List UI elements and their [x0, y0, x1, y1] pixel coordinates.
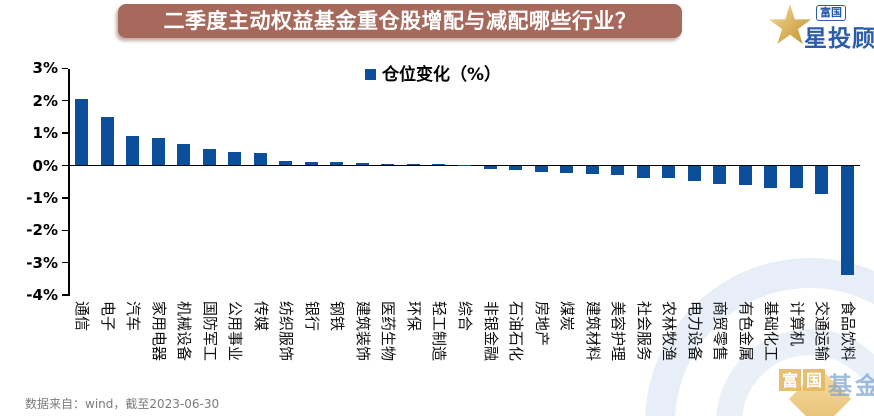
y-axis-tick-icon	[62, 67, 68, 69]
x-axis-label: 轻工制造	[430, 301, 449, 362]
bar	[534, 166, 548, 172]
watermark-gold-char: 富	[779, 369, 801, 391]
x-axis-label: 商贸零售	[711, 301, 730, 362]
x-axis-label: 银行	[302, 301, 321, 332]
bar	[611, 166, 625, 176]
bar	[304, 161, 318, 166]
bar	[151, 137, 165, 166]
bar	[75, 99, 89, 166]
bar	[279, 160, 293, 166]
bar	[330, 161, 344, 166]
x-axis-label: 公用事业	[226, 301, 245, 362]
x-axis-label: 家用电器	[149, 301, 168, 362]
y-axis-tick-icon	[62, 100, 68, 102]
data-source-note: 数据来自：wind，截至2023-06-30	[25, 397, 220, 411]
bar	[662, 166, 676, 178]
y-axis-label: -1%	[26, 188, 58, 207]
y-axis-tick-icon	[62, 164, 68, 167]
legend-label: 仓位变化（%）	[382, 65, 502, 85]
bar	[687, 166, 701, 182]
bar	[355, 162, 369, 166]
y-axis-tick-icon	[62, 294, 68, 296]
y-axis-label: 1%	[32, 124, 58, 143]
brand-badge: 富国	[816, 5, 846, 21]
bar	[483, 166, 497, 170]
x-axis-label: 基础化工	[762, 301, 781, 362]
x-axis-label: 纺织服饰	[277, 301, 296, 362]
bar	[840, 166, 854, 275]
x-axis-label: 综合	[456, 301, 474, 332]
x-axis-label: 建筑材料	[583, 301, 602, 362]
y-axis-tick-icon	[62, 132, 68, 134]
bar	[432, 164, 446, 166]
bar	[202, 149, 216, 166]
x-axis-label: 食品饮料	[838, 301, 857, 362]
x-axis-label: 建筑装饰	[353, 301, 372, 362]
bar	[253, 152, 267, 166]
x-axis-label: 机械设备	[175, 301, 194, 362]
brand-logo: 富国 星投顾	[764, 0, 874, 52]
bar	[585, 166, 599, 175]
bar	[560, 166, 574, 173]
bar	[100, 116, 114, 166]
x-axis-label: 房地产	[532, 301, 551, 347]
bar	[738, 166, 752, 185]
x-axis-label: 汽车	[124, 301, 143, 332]
bar	[228, 151, 242, 166]
x-axis-label: 交通运输	[813, 301, 832, 362]
x-axis-label: 煤炭	[558, 301, 577, 332]
watermark-text: 基金	[828, 372, 874, 400]
legend-marker-icon	[365, 69, 376, 80]
y-axis-label: 3%	[32, 59, 58, 78]
x-axis-label: 钢铁	[328, 301, 347, 332]
bar	[458, 164, 471, 166]
y-axis-label: 2%	[32, 91, 58, 110]
x-axis-label: 环保	[404, 301, 423, 332]
x-axis-label: 传媒	[251, 301, 270, 332]
page-title: 二季度主动权益基金重仓股增配与减配哪些行业？	[118, 4, 682, 38]
y-axis-label: -3%	[26, 253, 58, 272]
y-axis-tick-icon	[62, 229, 68, 231]
y-axis-tick-icon	[62, 262, 68, 264]
bar	[636, 166, 650, 178]
x-axis-label: 计算机	[787, 301, 806, 347]
x-axis-label: 非银金融	[481, 301, 500, 362]
y-axis-label: -4%	[26, 286, 58, 305]
bar	[406, 163, 420, 166]
x-axis-label: 有色金属	[736, 301, 755, 362]
y-axis-line	[68, 68, 70, 296]
x-axis-label: 美容护理	[609, 301, 628, 362]
zero-axis-line	[68, 164, 860, 167]
x-axis-label: 国防军工	[200, 301, 219, 362]
x-axis-label: 医药生物	[379, 301, 398, 362]
bar	[177, 144, 191, 166]
x-axis-label: 农林牧渔	[660, 301, 679, 362]
x-axis-label: 社会服务	[634, 301, 653, 362]
y-axis-label: -2%	[26, 221, 58, 240]
x-axis-label: 电力设备	[685, 301, 704, 362]
bar	[815, 166, 829, 194]
bar	[381, 163, 395, 166]
watermark-gold-char: 国	[803, 369, 825, 391]
bar	[713, 166, 727, 185]
brand-name: 星投顾	[804, 26, 874, 52]
y-axis-label: 0%	[32, 156, 58, 175]
bar	[764, 166, 778, 188]
x-axis-label: 通信	[73, 301, 92, 332]
bar	[509, 166, 523, 171]
x-axis-label: 石油石化	[507, 301, 526, 362]
x-axis-label: 电子	[98, 301, 117, 332]
bar	[126, 136, 140, 166]
bar	[789, 166, 803, 189]
y-axis-tick-icon	[62, 197, 68, 199]
